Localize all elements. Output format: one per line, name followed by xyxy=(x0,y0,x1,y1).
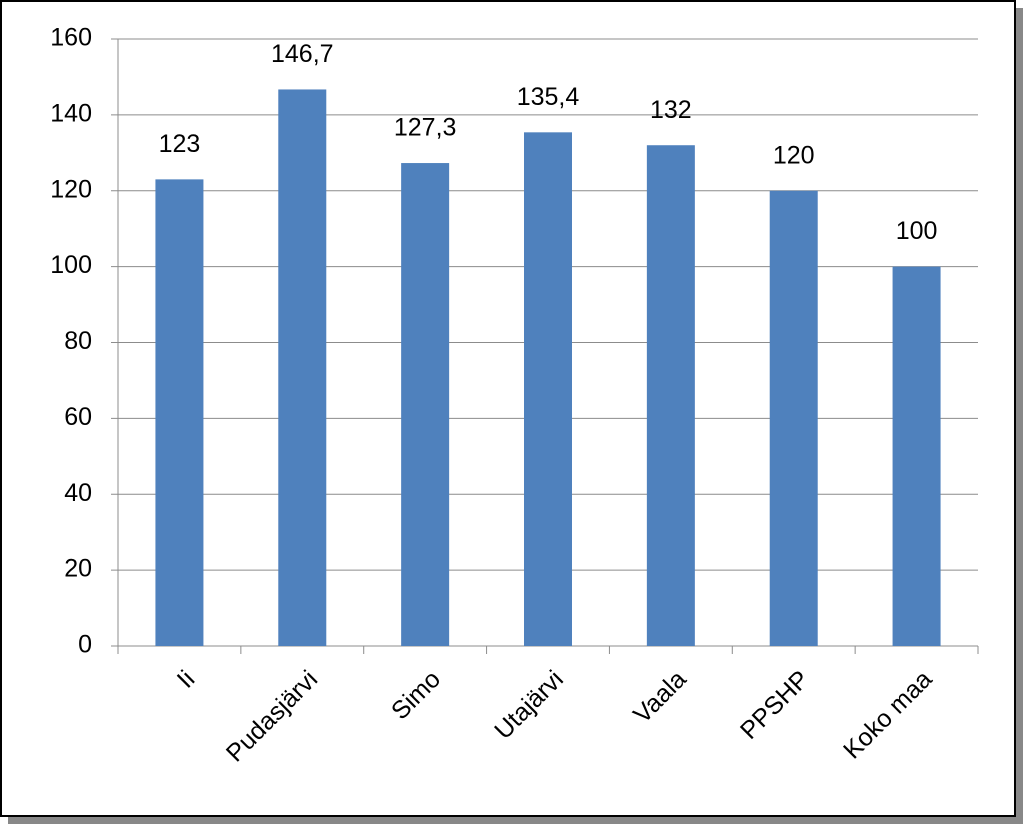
value-label: 123 xyxy=(159,130,201,158)
bar xyxy=(769,190,818,646)
shadow xyxy=(1016,8,1023,823)
value-label: 132 xyxy=(650,96,692,124)
bar xyxy=(524,132,572,647)
value-label: 100 xyxy=(896,217,938,245)
value-label: 146,7 xyxy=(271,40,334,68)
shadow xyxy=(8,817,1023,824)
y-tick-label: 0 xyxy=(78,631,92,659)
bar xyxy=(155,179,204,646)
value-label: 135,4 xyxy=(517,83,580,111)
y-tick-label: 100 xyxy=(50,251,92,279)
bar xyxy=(278,89,327,646)
y-tick-label: 20 xyxy=(64,555,92,583)
y-tick-label: 120 xyxy=(50,175,92,203)
value-label: 127,3 xyxy=(394,114,457,142)
y-tick-label: 80 xyxy=(64,327,92,355)
y-tick-label: 60 xyxy=(64,403,92,431)
y-tick-label: 140 xyxy=(50,99,92,127)
value-label: 120 xyxy=(773,141,815,169)
bar xyxy=(401,163,450,647)
bar xyxy=(646,145,695,646)
y-tick-label: 160 xyxy=(50,24,92,52)
y-tick-label: 40 xyxy=(64,479,92,507)
bar xyxy=(892,266,941,646)
